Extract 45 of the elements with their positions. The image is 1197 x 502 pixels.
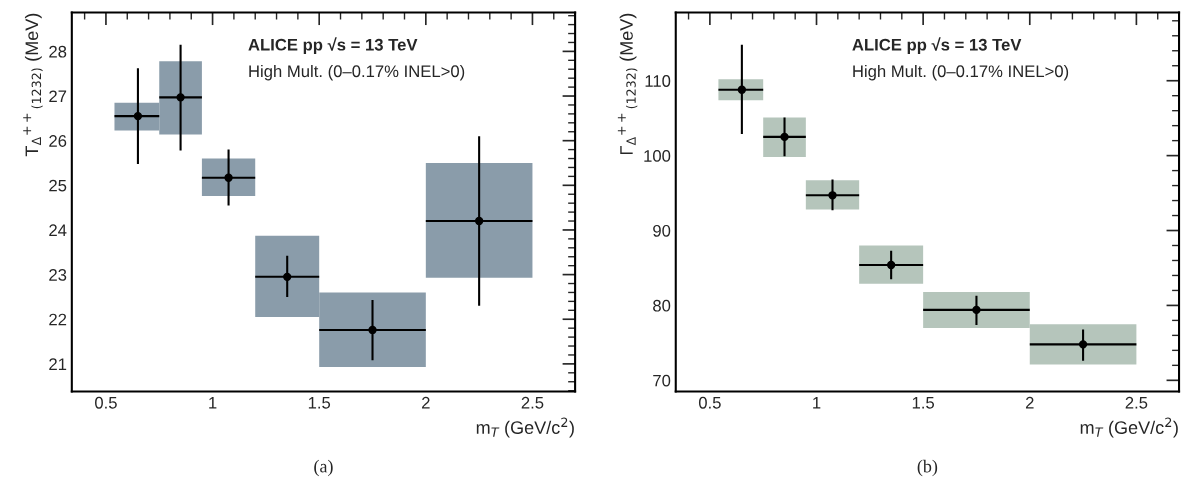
annotation: High Mult. (0–0.17% INEL>0) [853,64,1069,81]
point [176,93,185,102]
x-tick-label: 2.5 [521,396,544,409]
point [283,272,292,281]
text: (a) [314,459,333,477]
point [224,173,233,182]
point [368,325,377,335]
x-tick-label: 0.5 [95,396,117,409]
y-axis-title: T$_{Δ}$$^{++}$$_{(1232)}$ (MeV) [23,13,43,157]
x-axis-title: m$_{T}$ (GeV/c$^{2}$) [476,417,574,438]
y-tick-label: 28 [49,45,67,58]
y-tick-label: 25 [49,179,67,192]
y-tick-label: 21 [49,358,67,370]
point [972,305,981,315]
x-tick-label: 1.5 [308,397,331,409]
x-axis-title: m$_{T}$ (GeV/c$^{2}$) [1080,417,1178,438]
y-tick-label: 100 [644,150,671,162]
point [737,85,747,94]
y-tick-label: 80 [653,299,671,312]
point [474,216,484,226]
y-tick-label: 24 [49,224,67,236]
y-tick-label: 27 [49,90,67,103]
annotation: ALICE pp √s = 13 TeV [248,37,418,54]
annotation: ALICE pp √s = 13 TeV [852,37,1022,54]
x-tick-label: 2 [1025,396,1034,409]
point [828,191,837,200]
y-tick-label: 110 [645,75,671,87]
x-tick-label: 2 [422,396,430,409]
y-tick-label: 26 [49,135,67,147]
x-tick-label: 2.5 [1125,396,1148,409]
point [780,132,789,142]
y-tick-label: 23 [49,269,67,281]
y-tick-label: 22 [49,313,67,326]
y-axis-title: Γ$_{Δ}$$^{++}$$_{(1232)}$ (MeV) [617,13,638,155]
point [133,111,143,121]
text: (b) [917,459,938,477]
x-tick-label: 1 [813,397,821,409]
y-tick-label: 90 [653,224,671,237]
x-tick-label: 1 [209,397,217,409]
x-tick-label: 1.5 [912,397,935,409]
point [886,260,896,270]
annotation: High Mult. (0–0.17% INEL>0) [249,64,465,81]
y-tick-label: 70 [653,374,671,387]
x-tick-label: 0.5 [698,396,721,409]
point [1078,340,1088,349]
